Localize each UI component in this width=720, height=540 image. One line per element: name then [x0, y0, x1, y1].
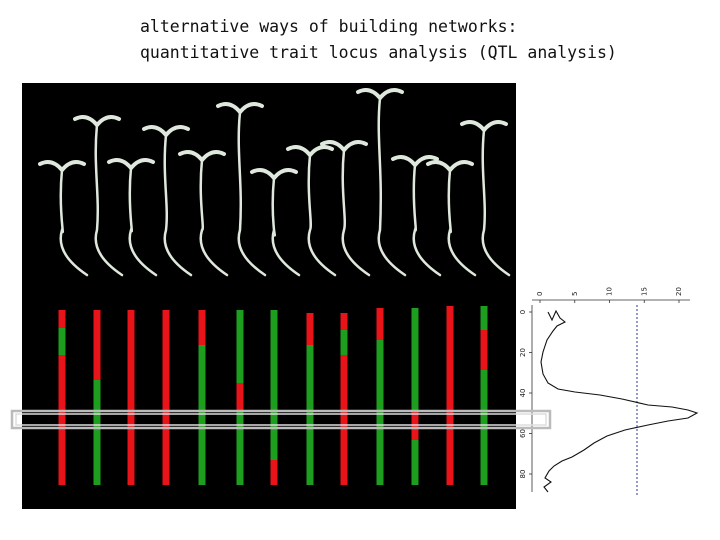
leaf [391, 155, 417, 167]
leaf [378, 88, 404, 100]
tick-label: 0 [536, 292, 544, 296]
stem [377, 96, 407, 277]
genotype-segment [93, 310, 101, 380]
leaf [238, 102, 264, 114]
stem [271, 176, 301, 277]
genotype-segment [411, 308, 419, 410]
leaf [142, 125, 168, 137]
stem [447, 168, 477, 277]
tick-label: 10 [606, 287, 614, 296]
leaf [286, 145, 312, 157]
leaf [216, 102, 242, 114]
genotype-segment [198, 345, 206, 485]
leaf [38, 160, 64, 172]
genotype-segment [446, 306, 454, 485]
genotype-segment [58, 355, 66, 485]
stem [481, 128, 511, 277]
lod-plot [531, 299, 699, 495]
leaf [200, 150, 226, 162]
leaf [272, 168, 298, 180]
leaf [320, 140, 346, 152]
stem [412, 163, 442, 277]
genotype-segment [306, 345, 314, 485]
leaf [308, 145, 334, 157]
tick-label: 40 [519, 389, 527, 398]
genotype-segment [270, 460, 278, 485]
genotype-segment [340, 355, 348, 485]
tick-label: 80 [519, 470, 527, 479]
leaf [178, 150, 204, 162]
genotype-segment [93, 380, 101, 485]
genotype-segment [480, 306, 488, 330]
genotype-segment [270, 310, 278, 460]
title-line: alternative ways of building networks: [140, 17, 518, 36]
leaf [356, 88, 382, 100]
stem [128, 166, 158, 277]
genotype-segment [162, 310, 170, 485]
stem [59, 168, 89, 277]
genotype-segment [236, 410, 244, 485]
seedlings [38, 88, 511, 277]
genotype-segment [236, 310, 244, 383]
leaf [482, 120, 508, 132]
stem [237, 110, 267, 277]
highlight-box [10, 409, 552, 430]
stem [307, 153, 337, 277]
genotype-segment [376, 340, 384, 485]
leaf [60, 160, 86, 172]
genotype-segment [480, 330, 488, 370]
title-line: quantitative trait locus analysis (QTL a… [140, 43, 617, 62]
genotype-segment [198, 310, 206, 345]
stem [341, 148, 371, 277]
genotype-bars [58, 306, 488, 485]
leaf [95, 115, 121, 127]
genotype-segment [127, 310, 135, 485]
genotype-segment [340, 330, 348, 355]
genotype-segment [340, 313, 348, 330]
highlight-box-inner [15, 413, 547, 426]
lod-curve [540, 309, 699, 493]
leaf [413, 155, 439, 167]
genotype-segment [236, 383, 244, 410]
genotype-segment [411, 440, 419, 485]
leaf [342, 140, 368, 152]
stem [199, 158, 229, 277]
genotype-segment [376, 308, 384, 340]
tick-label: 0 [519, 310, 527, 314]
genotype-segment [306, 313, 314, 345]
stem [163, 133, 193, 277]
tick-label: 60 [519, 429, 527, 438]
tick-label: 5 [571, 292, 579, 296]
leaf [129, 158, 155, 170]
leaf [164, 125, 190, 137]
stem [94, 123, 124, 277]
leaf [426, 160, 452, 172]
seedling-photo [22, 83, 516, 509]
leaf [107, 158, 133, 170]
genotype-segment [58, 310, 66, 328]
leaf [448, 160, 474, 172]
leaf [73, 115, 99, 127]
lod-ticks: 0 5 10 15 20 0 20 40 60 80 [519, 287, 683, 478]
tick-label: 20 [675, 287, 683, 296]
leaf [460, 120, 486, 132]
tick-label: 15 [640, 287, 648, 296]
leaf [250, 168, 276, 180]
tick-label: 20 [519, 348, 527, 357]
genotype-segment [58, 328, 66, 355]
